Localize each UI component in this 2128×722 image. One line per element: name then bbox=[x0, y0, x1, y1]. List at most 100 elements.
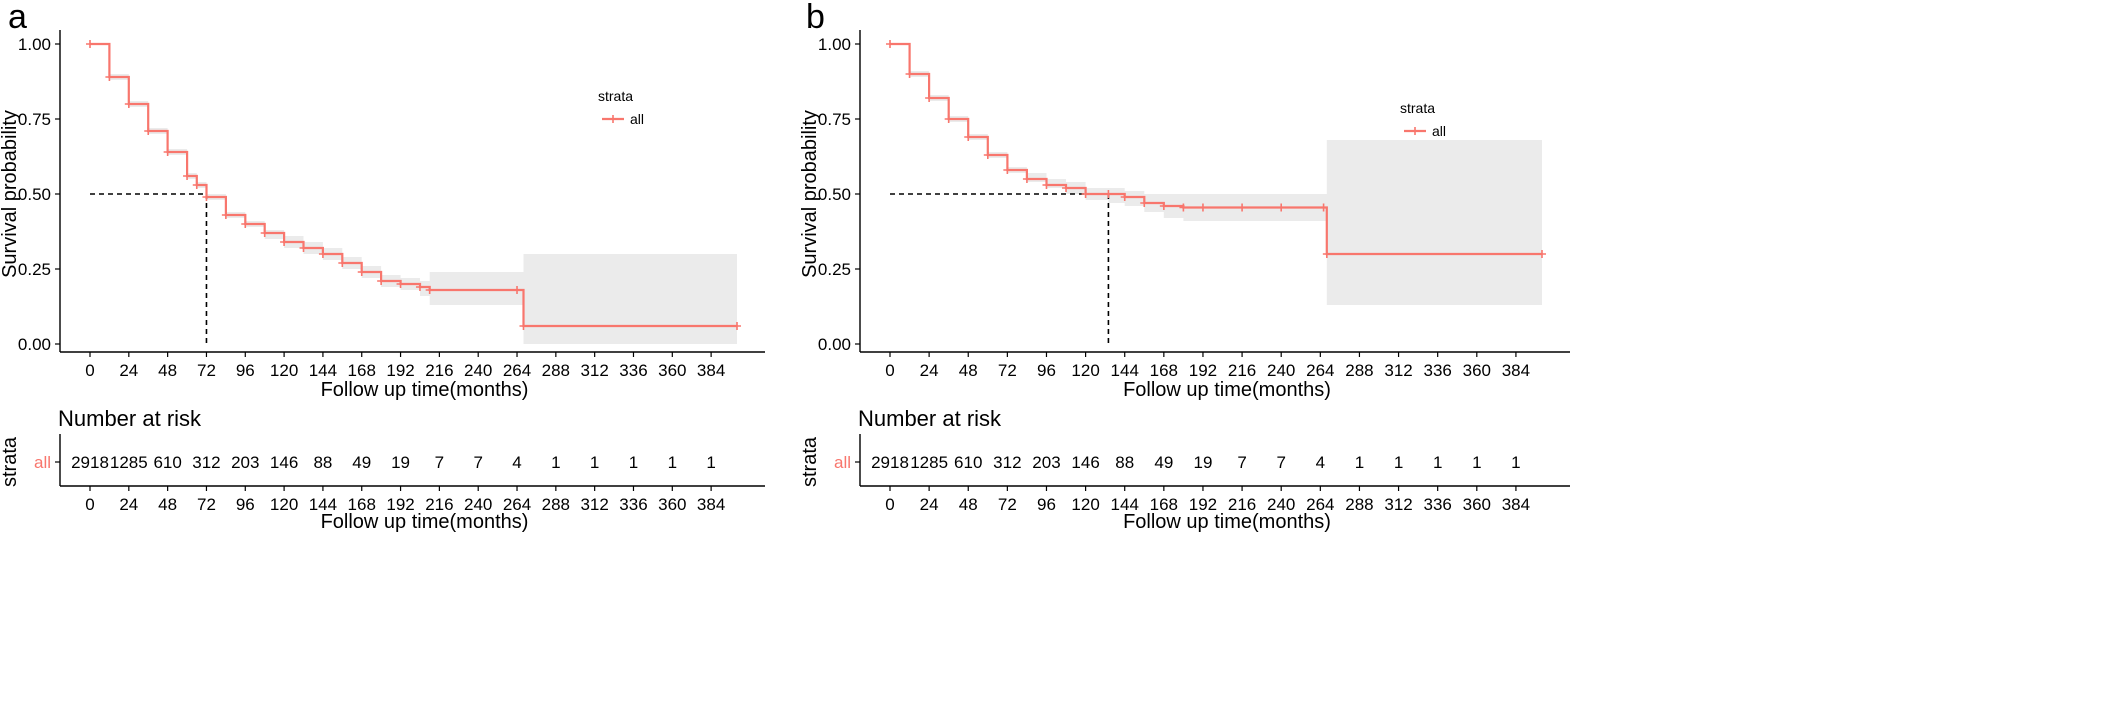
risk-x-tick-label: 312 bbox=[1384, 495, 1412, 514]
censor-mark bbox=[1104, 190, 1113, 198]
x-tick-label: 240 bbox=[1267, 361, 1295, 380]
censor-mark bbox=[377, 277, 386, 285]
confidence-band bbox=[890, 44, 1542, 305]
x-tick-label: 384 bbox=[697, 361, 725, 380]
risk-count: 1 bbox=[1472, 453, 1481, 472]
censor-mark bbox=[1322, 250, 1331, 258]
risk-count: 312 bbox=[192, 453, 220, 472]
risk-row-label: all bbox=[34, 453, 51, 472]
censor-mark bbox=[241, 220, 250, 228]
risk-count: 88 bbox=[1115, 453, 1134, 472]
x-tick-label: 0 bbox=[885, 361, 894, 380]
censor-mark bbox=[221, 211, 230, 219]
risk-count: 1 bbox=[1511, 453, 1520, 472]
risk-count: 2918 bbox=[71, 453, 109, 472]
confidence-band bbox=[90, 44, 737, 344]
risk-count: 7 bbox=[1237, 453, 1246, 472]
risk-x-tick-label: 96 bbox=[1037, 495, 1056, 514]
x-axis-title: Follow up time(months) bbox=[1123, 379, 1331, 401]
x-tick-label: 312 bbox=[1384, 361, 1412, 380]
x-tick-label: 216 bbox=[425, 361, 453, 380]
risk-count: 610 bbox=[954, 453, 982, 472]
x-tick-label: 384 bbox=[1502, 361, 1530, 380]
x-axis-title: Follow up time(months) bbox=[321, 379, 529, 401]
censor-mark bbox=[1081, 190, 1090, 198]
censor-mark bbox=[415, 283, 424, 291]
risk-count: 4 bbox=[512, 453, 521, 472]
risk-x-tick-label: 264 bbox=[1306, 495, 1334, 514]
risk-x-tick-label: 168 bbox=[1150, 495, 1178, 514]
censor-mark bbox=[105, 73, 114, 81]
risk-x-tick-label: 96 bbox=[236, 495, 255, 514]
censor-mark bbox=[733, 322, 741, 330]
censor-mark bbox=[86, 40, 94, 48]
risk-count: 19 bbox=[1193, 453, 1212, 472]
risk-count: 1 bbox=[629, 453, 638, 472]
risk-count: 88 bbox=[313, 453, 332, 472]
risk-x-tick-label: 144 bbox=[309, 495, 337, 514]
risk-count: 2918 bbox=[871, 453, 909, 472]
risk-x-tick-label: 144 bbox=[1111, 495, 1139, 514]
legend-censor-mark bbox=[1411, 127, 1419, 135]
risk-x-tick-label: 120 bbox=[1071, 495, 1099, 514]
censor-mark bbox=[1238, 203, 1247, 212]
risk-count: 203 bbox=[231, 453, 259, 472]
x-tick-label: 192 bbox=[386, 361, 414, 380]
risk-x-tick-label: 24 bbox=[119, 495, 138, 514]
x-tick-label: 48 bbox=[158, 361, 177, 380]
risk-count: 312 bbox=[993, 453, 1021, 472]
risk-x-tick-label: 240 bbox=[1267, 495, 1295, 514]
risk-x-tick-label: 288 bbox=[1345, 495, 1373, 514]
risk-x-tick-label: 48 bbox=[158, 495, 177, 514]
risk-count: 1285 bbox=[110, 453, 148, 472]
censor-mark bbox=[1022, 175, 1031, 183]
legend-label: all bbox=[630, 111, 644, 127]
risk-count: 1 bbox=[668, 453, 677, 472]
x-tick-label: 96 bbox=[236, 361, 255, 380]
risk-count: 146 bbox=[1071, 453, 1099, 472]
y-tick-label: 0.50 bbox=[818, 185, 851, 204]
risk-count: 203 bbox=[1032, 453, 1060, 472]
risk-x-axis-title: Follow up time(months) bbox=[1123, 511, 1331, 533]
x-tick-label: 192 bbox=[1189, 361, 1217, 380]
censor-mark bbox=[983, 151, 992, 159]
censor-mark bbox=[964, 133, 973, 141]
risk-count: 7 bbox=[473, 453, 482, 472]
censor-mark bbox=[202, 193, 211, 201]
censor-mark bbox=[357, 268, 366, 276]
risk-x-tick-label: 216 bbox=[1228, 495, 1256, 514]
legend-censor-mark bbox=[609, 115, 617, 123]
risk-table-title: Number at risk bbox=[58, 406, 202, 431]
x-tick-label: 96 bbox=[1037, 361, 1056, 380]
y-tick-label: 0.25 bbox=[18, 260, 51, 279]
x-tick-label: 264 bbox=[1306, 361, 1334, 380]
risk-row-axis-title: strata bbox=[0, 436, 21, 487]
risk-count: 4 bbox=[1316, 453, 1325, 472]
y-axis-title: Survival probability bbox=[799, 110, 821, 278]
y-tick-label: 0.50 bbox=[18, 185, 51, 204]
x-tick-label: 168 bbox=[348, 361, 376, 380]
risk-count: 49 bbox=[1154, 453, 1173, 472]
censor-mark bbox=[280, 238, 289, 246]
risk-x-tick-label: 216 bbox=[425, 495, 453, 514]
risk-x-tick-label: 384 bbox=[697, 495, 725, 514]
y-tick-label: 0.00 bbox=[818, 335, 851, 354]
risk-count: 1 bbox=[1355, 453, 1364, 472]
censor-mark bbox=[163, 148, 172, 156]
censor-mark bbox=[425, 286, 434, 294]
x-tick-label: 288 bbox=[542, 361, 570, 380]
risk-count: 19 bbox=[391, 453, 410, 472]
risk-count: 1 bbox=[706, 453, 715, 472]
risk-row-label: all bbox=[834, 453, 851, 472]
x-tick-label: 240 bbox=[464, 361, 492, 380]
risk-x-tick-label: 72 bbox=[998, 495, 1017, 514]
risk-x-tick-label: 48 bbox=[959, 495, 978, 514]
x-tick-label: 336 bbox=[619, 361, 647, 380]
risk-x-tick-label: 192 bbox=[386, 495, 414, 514]
risk-x-tick-label: 384 bbox=[1502, 495, 1530, 514]
risk-count: 1285 bbox=[910, 453, 948, 472]
x-tick-label: 288 bbox=[1345, 361, 1373, 380]
risk-x-tick-label: 72 bbox=[197, 495, 216, 514]
risk-x-tick-label: 288 bbox=[542, 495, 570, 514]
